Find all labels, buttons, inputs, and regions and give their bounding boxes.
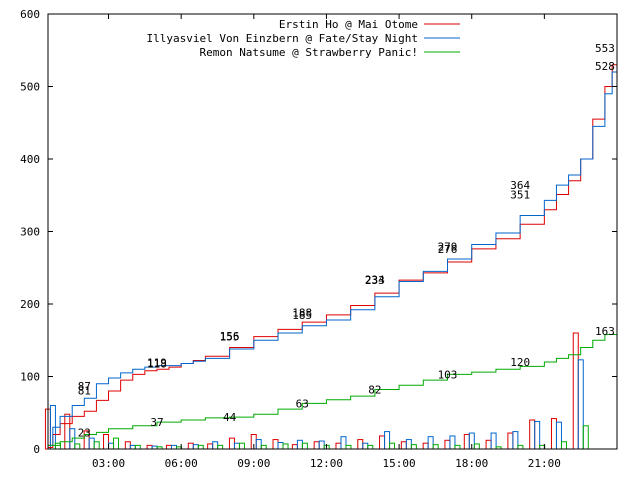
data-label: 37 — [150, 416, 163, 429]
legend-label: Illyasviel Von Einzbern @ Fate/Stay Nigh… — [146, 32, 418, 45]
data-labels: 81 118 155 185 233 276 351 553 87 119 156 188 234 279… — [78, 42, 615, 439]
data-label: 364 — [510, 179, 530, 192]
y-tick-label: 0 — [33, 443, 40, 456]
data-label: 351 — [510, 189, 530, 202]
data-label: 82 — [368, 384, 381, 397]
series-line — [48, 66, 618, 446]
data-label: 276 — [438, 243, 458, 256]
data-label: 156 — [220, 330, 240, 343]
data-label: 233 — [365, 274, 385, 287]
axes: 0 100 200 300 400 500 600 03:00 06:00 09:00 12:00 1… — [20, 8, 618, 470]
y-tick-label: 300 — [20, 226, 40, 239]
y-tick-label: 100 — [20, 371, 40, 384]
data-label: 188 — [292, 307, 312, 320]
x-tick-label: 18:00 — [455, 457, 488, 470]
data-label: 163 — [595, 325, 615, 338]
data-label: 118 — [147, 357, 167, 370]
data-label: 279 — [438, 241, 458, 254]
y-tick-label: 200 — [20, 298, 40, 311]
series-line — [48, 330, 618, 446]
data-label: 155 — [220, 331, 240, 344]
y-tick-label: 600 — [20, 8, 40, 21]
x-tick-label: 06:00 — [165, 457, 198, 470]
series-lines — [48, 48, 618, 449]
data-label: 44 — [223, 411, 237, 424]
data-label: 234 — [365, 273, 385, 286]
data-label: 23 — [78, 426, 91, 439]
y-tick-label: 500 — [20, 81, 40, 94]
data-label: 120 — [510, 356, 530, 369]
x-tick-label: 09:00 — [237, 457, 270, 470]
data-label: 87 — [78, 380, 91, 393]
x-tick-label: 03:00 — [92, 457, 125, 470]
x-tick-label: 12:00 — [310, 457, 343, 470]
legend-label: Remon Natsume @ Strawberry Panic! — [199, 46, 418, 59]
x-tick-label: 15:00 — [383, 457, 416, 470]
y-tick-label: 400 — [20, 153, 40, 166]
x-tick-label: 21:00 — [528, 457, 561, 470]
data-label: 185 — [292, 309, 312, 322]
data-label: 103 — [438, 368, 458, 381]
data-label: 81 — [78, 384, 91, 397]
data-label: 553 — [595, 42, 615, 55]
data-label: 119 — [147, 357, 167, 370]
legend-label: Erstin Ho @ Mai Otome — [279, 18, 418, 31]
data-label: 528 — [595, 60, 615, 73]
data-label: 63 — [296, 397, 309, 410]
